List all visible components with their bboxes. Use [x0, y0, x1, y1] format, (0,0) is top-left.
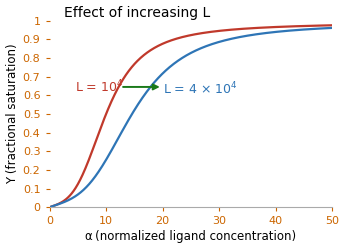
X-axis label: α (normalized ligand concentration): α (normalized ligand concentration) [86, 230, 297, 244]
Text: L = 10$^4$: L = 10$^4$ [75, 79, 124, 95]
Text: Effect of increasing L: Effect of increasing L [63, 5, 210, 20]
Text: L = 4 $\times$ 10$^4$: L = 4 $\times$ 10$^4$ [163, 80, 237, 97]
Y-axis label: Y (fractional saturation): Y (fractional saturation) [6, 44, 19, 184]
